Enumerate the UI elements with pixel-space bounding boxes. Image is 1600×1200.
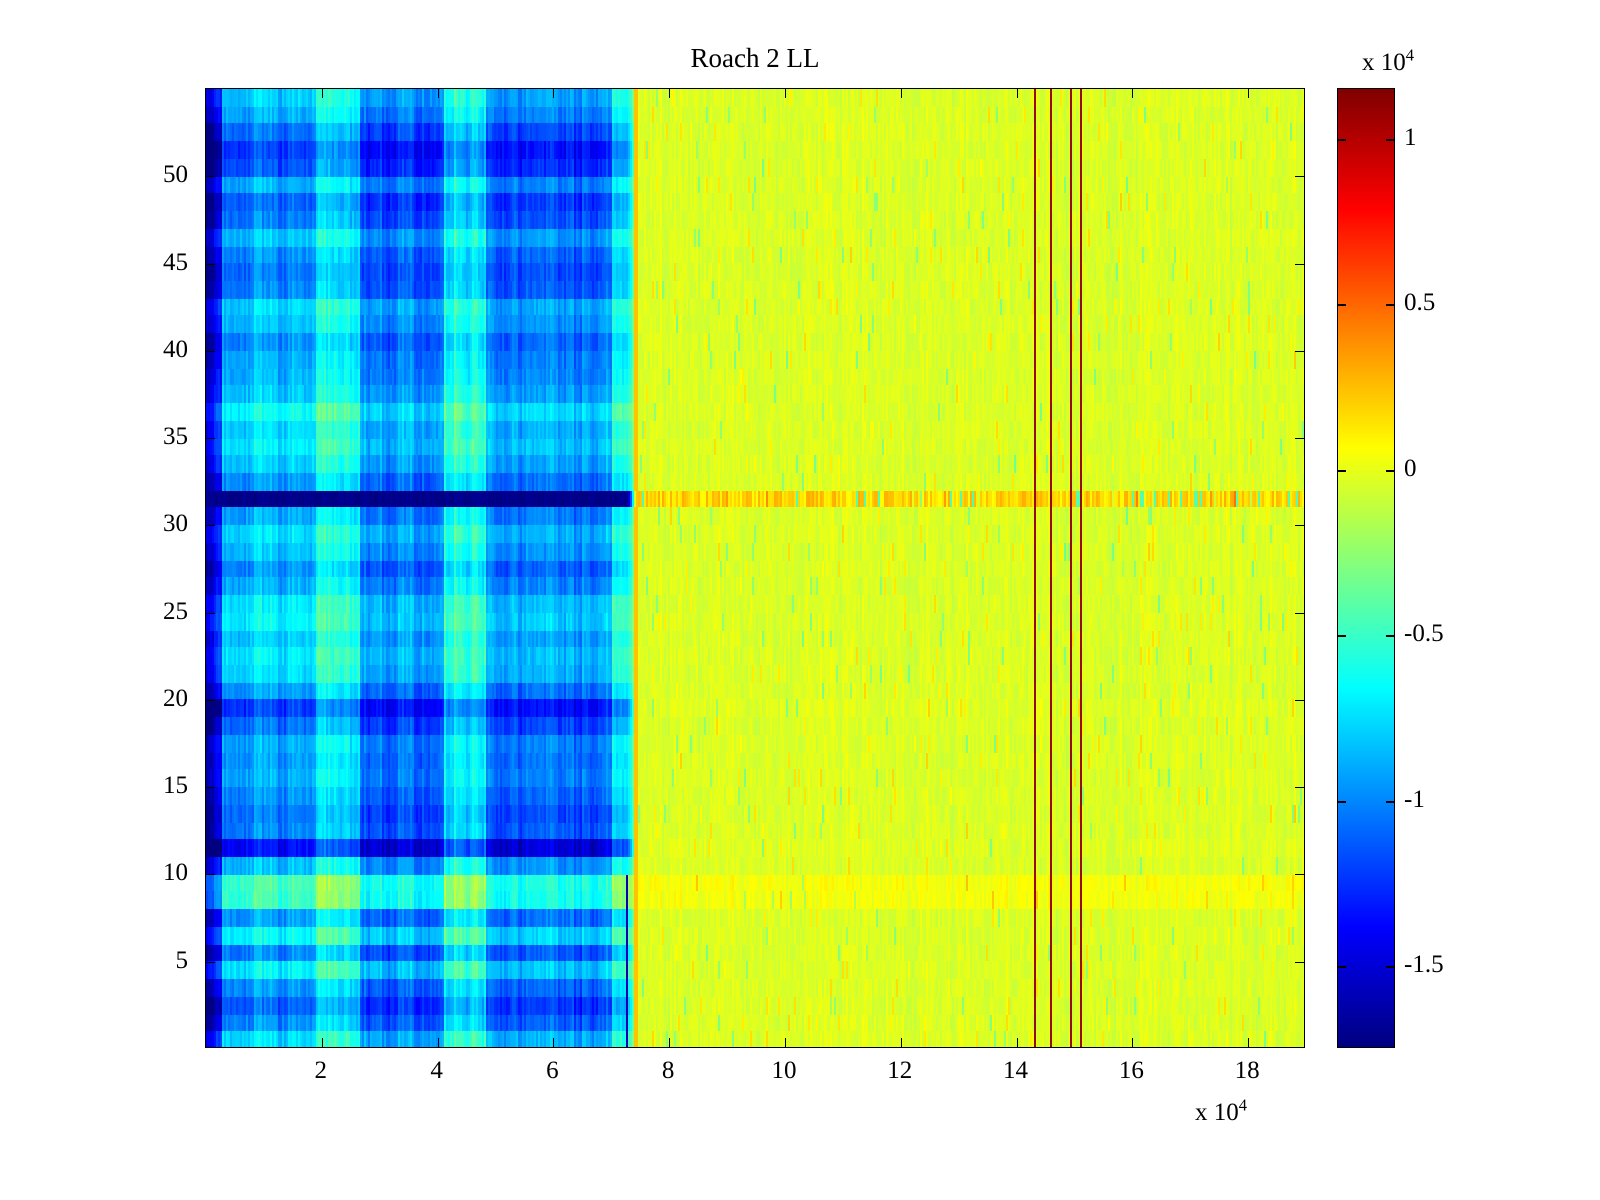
- y-tick-mark: [206, 438, 215, 440]
- heatmap-image: [206, 89, 1304, 1047]
- x-tick-label: 8: [661, 1057, 675, 1084]
- x-tick-mark: [1132, 1038, 1134, 1047]
- x-tick-label: 16: [1118, 1057, 1144, 1084]
- x-tick-label: 14: [1003, 1057, 1029, 1084]
- x-tick-mark: [784, 1038, 786, 1047]
- x-tick-label: 6: [546, 1057, 559, 1084]
- x-tick-mark: [1016, 1038, 1018, 1047]
- x-axis-exponent-label: x 104: [1195, 1095, 1247, 1126]
- colorbar-exponent-label: x 104: [1362, 45, 1414, 76]
- y-tick-label: 15: [163, 772, 188, 800]
- x-tick-mark: [1248, 1038, 1250, 1047]
- colorbar-tick-mark: [1338, 635, 1346, 638]
- x-tick-mark: [669, 1038, 671, 1047]
- y-tick-label: 40: [163, 335, 188, 363]
- y-tick-mark-right: [1295, 350, 1304, 352]
- colorbar-tick-mark: [1338, 138, 1346, 141]
- x-tick-mark-top: [1132, 89, 1134, 98]
- colorbar-tick-label: 0.5: [1404, 289, 1436, 317]
- colorbar-tick-mark-right: [1386, 469, 1394, 472]
- x-tick-mark: [437, 1038, 439, 1047]
- y-tick-mark-right: [1295, 438, 1304, 440]
- colorbar-tick-label: -0.5: [1404, 620, 1444, 648]
- colorbar-tick-mark: [1338, 304, 1346, 307]
- x-tick-mark-top: [1248, 89, 1250, 98]
- x-tick-mark-top: [553, 89, 555, 98]
- colorbar-gradient: [1338, 89, 1394, 1047]
- colorbar-tick-mark-right: [1386, 138, 1394, 141]
- x-tick-mark-top: [900, 89, 902, 98]
- colorbar-tick-mark-right: [1386, 966, 1394, 969]
- y-tick-mark-right: [1295, 263, 1304, 265]
- y-tick-mark: [206, 525, 215, 527]
- colorbar-tick-mark: [1338, 469, 1346, 472]
- y-tick-mark-right: [1295, 525, 1304, 527]
- colorbar-tick-label: -1: [1404, 785, 1425, 813]
- y-tick-mark-right: [1295, 961, 1304, 963]
- y-tick-mark: [206, 699, 215, 701]
- y-tick-mark: [206, 263, 215, 265]
- y-tick-mark: [206, 612, 215, 614]
- y-tick-mark-right: [1295, 787, 1304, 789]
- colorbar-tick-mark: [1338, 800, 1346, 803]
- x-tick-label: 12: [887, 1057, 913, 1084]
- colorbar-tick-mark-right: [1386, 800, 1394, 803]
- y-tick-mark: [206, 787, 215, 789]
- y-tick-mark: [206, 874, 215, 876]
- colorbar-tick-label: 1: [1404, 123, 1417, 151]
- x-tick-mark-top: [1016, 89, 1018, 98]
- colorbar-tick-mark-right: [1386, 304, 1394, 307]
- colorbar[interactable]: [1337, 88, 1395, 1048]
- colorbar-tick-label: 0: [1404, 454, 1417, 482]
- x-tick-label: 18: [1234, 1057, 1260, 1084]
- x-tick-mark: [321, 1038, 323, 1047]
- y-tick-label: 50: [163, 161, 188, 189]
- x-tick-mark: [900, 1038, 902, 1047]
- page-title: Roach 2 LL: [690, 43, 820, 73]
- x-tick-mark-top: [669, 89, 671, 98]
- x-tick-label: 10: [771, 1057, 797, 1084]
- y-tick-mark-right: [1295, 874, 1304, 876]
- x-tick-mark-top: [437, 89, 439, 98]
- y-tick-mark-right: [1295, 176, 1304, 178]
- y-tick-label: 25: [163, 597, 188, 625]
- y-tick-mark: [206, 350, 215, 352]
- colorbar-tick-label: -1.5: [1404, 951, 1444, 979]
- colorbar-tick-mark-right: [1386, 635, 1394, 638]
- x-tick-label: 2: [314, 1057, 328, 1084]
- x-tick-mark-top: [784, 89, 786, 98]
- y-tick-label: 35: [163, 423, 188, 451]
- y-tick-label: 45: [163, 248, 188, 276]
- y-tick-mark: [206, 961, 215, 963]
- x-tick-label: 4: [430, 1057, 443, 1084]
- y-tick-label: 30: [163, 510, 188, 538]
- heatmap-axes[interactable]: [205, 88, 1305, 1048]
- y-tick-mark: [206, 176, 215, 178]
- y-tick-mark-right: [1295, 699, 1304, 701]
- y-tick-label: 20: [163, 684, 188, 712]
- x-tick-mark-top: [321, 89, 323, 98]
- x-tick-mark: [553, 1038, 555, 1047]
- y-tick-label: 5: [175, 946, 189, 974]
- y-tick-label: 10: [163, 859, 188, 887]
- y-tick-mark-right: [1295, 612, 1304, 614]
- colorbar-tick-mark: [1338, 966, 1346, 969]
